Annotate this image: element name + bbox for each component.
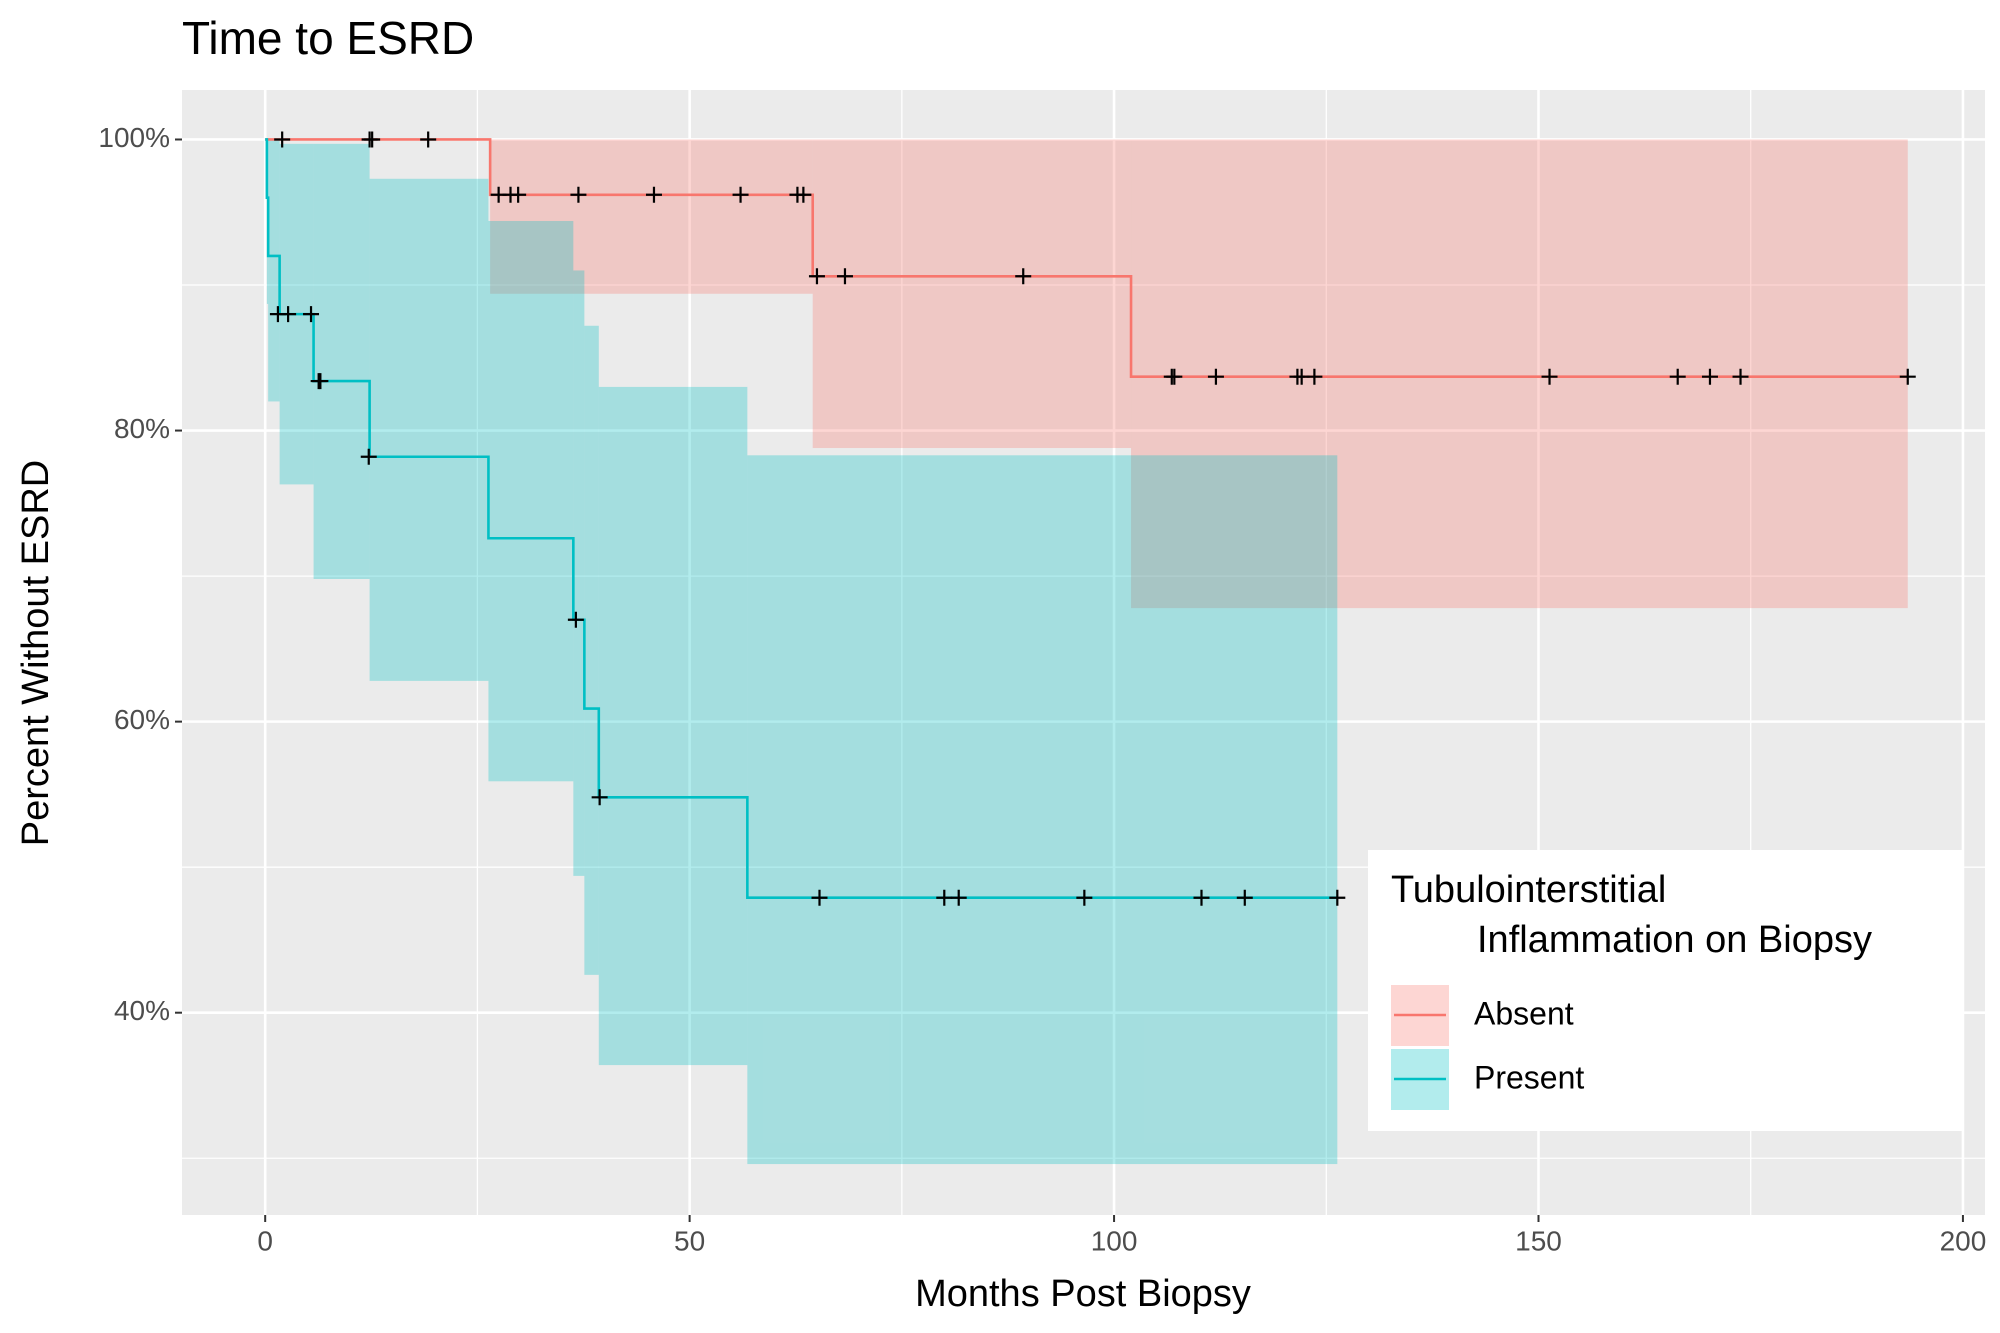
censor-mark — [312, 373, 329, 390]
censor-mark — [364, 131, 381, 148]
y-tick-label: 60% — [114, 704, 170, 735]
confidence-band — [268, 139, 280, 402]
x-tick-label: 200 — [1940, 1225, 1987, 1256]
censor-mark — [1306, 368, 1323, 385]
survival-line — [265, 138, 1338, 900]
confidence-band — [490, 139, 813, 294]
confidence-band — [313, 143, 370, 580]
confidence-band — [747, 455, 1338, 1165]
censor-mark — [420, 131, 437, 148]
censor-mark — [1899, 368, 1916, 385]
x-axis-label: Months Post Biopsy — [915, 1273, 1251, 1315]
confidence-band — [488, 220, 574, 782]
confidence-band — [812, 139, 1132, 449]
censor-mark — [1329, 889, 1346, 906]
censor-mark — [591, 789, 608, 806]
x-tick-label: 50 — [674, 1225, 705, 1256]
confidence-band — [584, 325, 599, 975]
censor-mark — [1076, 889, 1093, 906]
legend-label: Present — [1474, 1059, 1584, 1095]
censor-mark — [570, 186, 587, 203]
censor-mark — [645, 186, 662, 203]
censor-mark — [1015, 268, 1032, 285]
censor-mark — [795, 186, 812, 203]
y-tick-label: 40% — [114, 995, 170, 1026]
x-tick-label: 100 — [1091, 1225, 1138, 1256]
censor-mark — [936, 889, 953, 906]
x-tick-label: 150 — [1515, 1225, 1562, 1256]
confidence-band — [573, 270, 585, 876]
legend-title: Inflammation on Biopsy — [1477, 919, 1872, 961]
censor-mark — [567, 611, 584, 628]
censor-mark — [808, 268, 825, 285]
censor-mark — [950, 889, 967, 906]
plot-content — [182, 90, 1985, 1215]
censor-mark — [1541, 368, 1558, 385]
censor-mark — [1701, 368, 1718, 385]
censor-mark — [360, 448, 377, 465]
survival-line — [265, 138, 1908, 379]
censor-mark — [510, 186, 527, 203]
confidence-band — [369, 178, 489, 681]
legend-box — [1368, 850, 1962, 1131]
x-tick-label: 0 — [257, 1225, 273, 1256]
censor-mark — [1236, 889, 1253, 906]
censor-mark — [811, 889, 828, 906]
censor-mark — [1207, 368, 1224, 385]
y-tick-label: 100% — [98, 122, 170, 153]
censor-mark — [1193, 889, 1210, 906]
y-axis-label: Percent Without ESRD — [15, 460, 57, 846]
censor-mark — [280, 306, 297, 323]
censor-mark — [1732, 368, 1749, 385]
confidence-band — [1131, 139, 1908, 609]
y-tick-label: 80% — [114, 413, 170, 444]
censor-mark — [303, 306, 320, 323]
legend-title: Tubulointerstitial — [1391, 869, 1666, 911]
censor-mark — [732, 186, 749, 203]
censor-mark — [274, 131, 291, 148]
censor-mark — [1166, 368, 1183, 385]
chart-title: Time to ESRD — [182, 12, 474, 64]
legend-label: Absent — [1474, 995, 1574, 1031]
confidence-band — [598, 386, 748, 1066]
censor-mark — [1669, 368, 1686, 385]
censor-mark — [836, 268, 853, 285]
